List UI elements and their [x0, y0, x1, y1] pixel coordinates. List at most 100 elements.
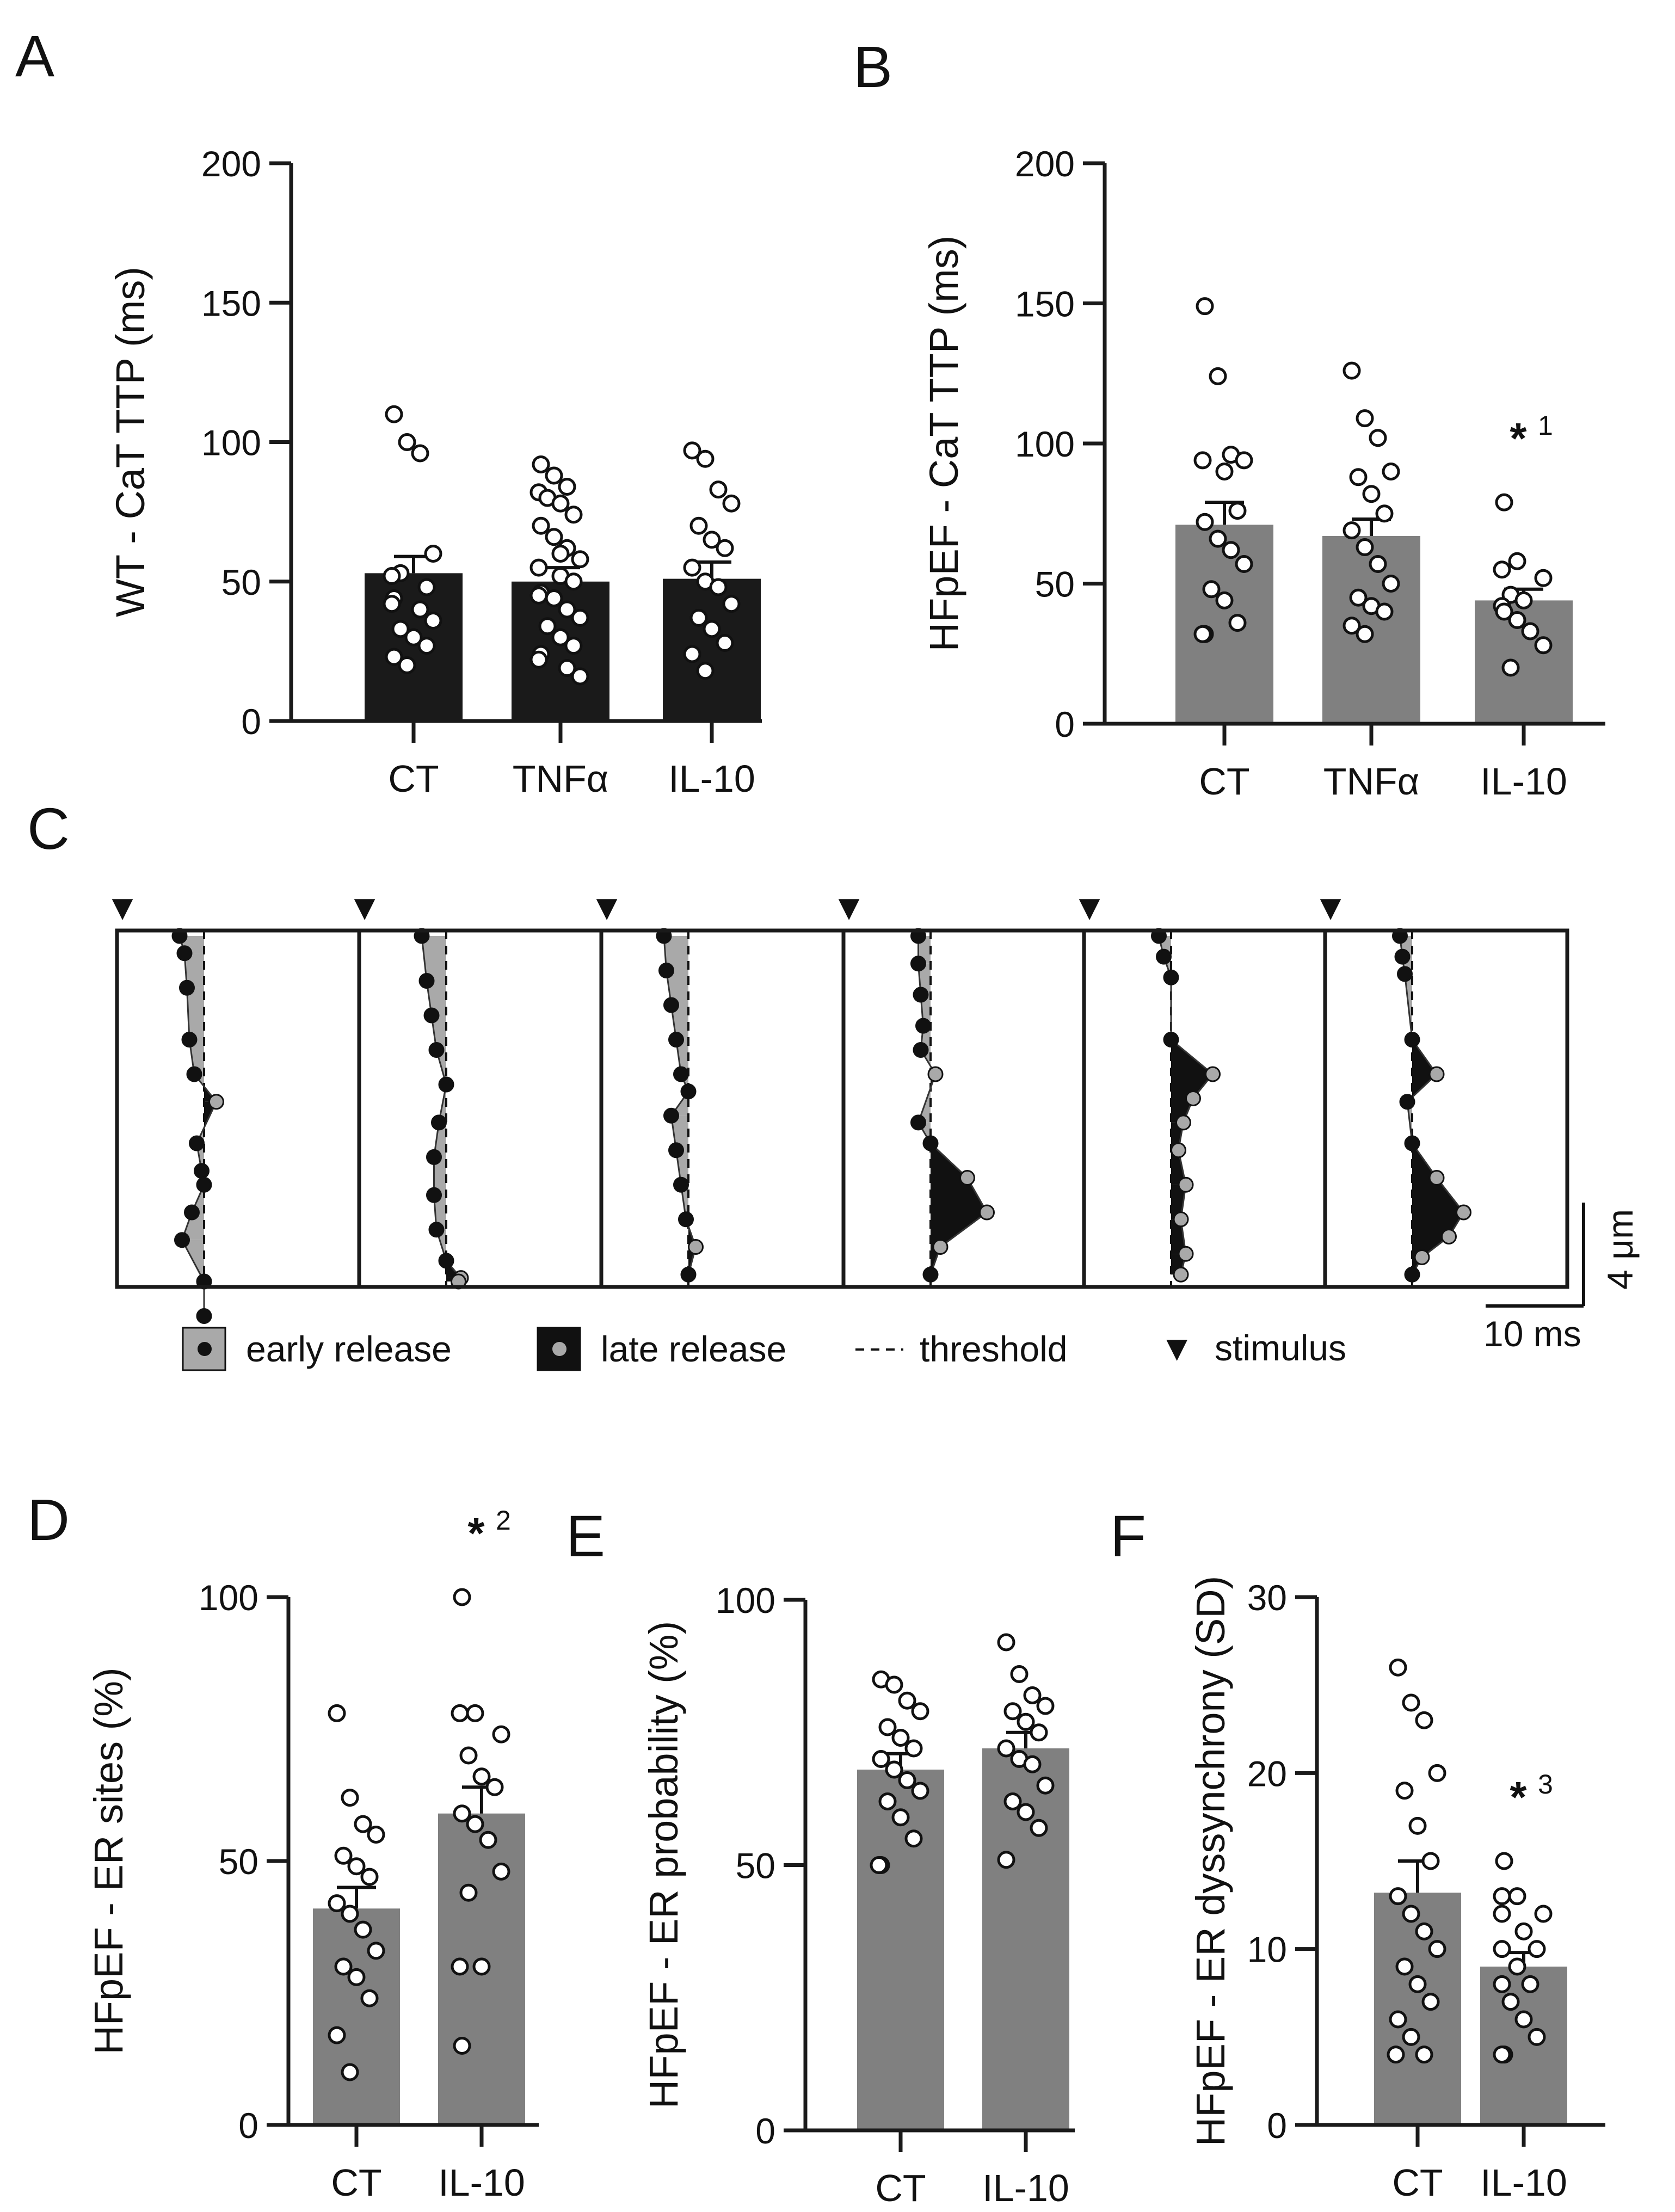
data-point-f: [1493, 2045, 1511, 2064]
data-point-b: [1495, 602, 1513, 621]
data-point-b: [1382, 575, 1400, 593]
late-release-dot: [1178, 1176, 1194, 1193]
data-point-f: [1408, 1975, 1427, 1993]
scale-bar-x-label: 10 ms: [1483, 1314, 1581, 1354]
late-release-dot: [1173, 1211, 1189, 1228]
bar-a-2: [663, 578, 761, 721]
stimulus-marker: ▼: [1071, 887, 1107, 927]
early-release-dot: [673, 1176, 689, 1193]
data-point-a: [383, 595, 401, 613]
y-tick-label-f: 0: [1267, 2105, 1287, 2146]
data-point-b: [1356, 409, 1374, 428]
early-release-dot: [680, 1266, 697, 1283]
early-release-dot: [186, 1066, 202, 1082]
data-point-a: [411, 600, 429, 619]
data-point-b: [1369, 554, 1387, 573]
y-tick-label-e: 50: [736, 1846, 775, 1886]
data-point-f: [1493, 1940, 1511, 1958]
data-point-a: [689, 608, 708, 627]
data-point-b: [1202, 580, 1221, 599]
category-label-a: TNFα: [513, 757, 609, 800]
data-point-b: [1193, 451, 1212, 470]
data-point-b: [1235, 451, 1253, 470]
data-point-a: [722, 494, 741, 513]
early-release-dot: [174, 1232, 190, 1248]
release-area: [666, 970, 688, 1005]
release-area: [434, 1157, 446, 1196]
scale-bar: 10 ms 4 μm: [1483, 1203, 1640, 1354]
data-point-f: [1493, 1975, 1511, 1993]
early-release-dot: [910, 956, 926, 972]
release-area: [931, 1178, 987, 1212]
significance-star-f: *: [1510, 1773, 1527, 1821]
data-point-d: [341, 2063, 359, 2081]
data-point-d: [479, 1831, 497, 1849]
data-point-a: [411, 444, 429, 463]
data-point-f: [1402, 2028, 1420, 2046]
late-release-dot: [1178, 1246, 1194, 1262]
early-release-dot: [1163, 969, 1179, 985]
data-point-a: [398, 656, 416, 674]
stimulus-marker: ▼: [1313, 887, 1348, 927]
data-point-a: [529, 586, 548, 605]
early-release-dot: [176, 945, 193, 962]
category-label-b: CT: [1199, 760, 1249, 803]
data-point-b: [1343, 617, 1361, 635]
significance-superscript-f: 3: [1538, 1769, 1553, 1800]
data-point-e: [1003, 1792, 1022, 1810]
y-axis-title-b: HFpEF - CaT TTP (ms): [921, 236, 966, 652]
category-label-d: CT: [331, 2161, 381, 2204]
early-release-dot: [1399, 1094, 1415, 1110]
data-point-e: [1023, 1686, 1042, 1704]
release-area: [1412, 1178, 1464, 1212]
data-point-b: [1508, 611, 1526, 629]
data-point-e: [1010, 1665, 1029, 1683]
data-point-b: [1349, 588, 1368, 607]
y-tick-label-a: 150: [201, 283, 261, 323]
late-release-dot: [927, 1066, 944, 1082]
data-point-d: [453, 2037, 471, 2055]
data-point-a: [716, 539, 734, 557]
data-point-e: [1030, 1819, 1048, 1837]
data-point-f: [1428, 1764, 1446, 1782]
late-release-dot: [1414, 1249, 1430, 1266]
late-release-dot: [1428, 1066, 1445, 1082]
data-point-f: [1402, 1693, 1420, 1712]
early-release-dot: [438, 1076, 454, 1093]
legend-early-dot: [198, 1342, 212, 1356]
release-area: [1171, 1074, 1213, 1099]
data-point-d: [347, 1857, 366, 1876]
data-point-e: [904, 1829, 923, 1848]
data-point-f: [1514, 2010, 1533, 2029]
data-point-b: [1534, 569, 1553, 587]
data-point-a: [564, 506, 583, 524]
category-label-b: TNFα: [1323, 760, 1420, 803]
y-axis-title-d: HFpEF - ER sites (%): [86, 1667, 131, 2054]
chart-a: 0 50 100 150 200 CT TNFα IL-10 WT - CaT TTP (ms): [108, 144, 762, 800]
data-point-d: [341, 1905, 359, 1923]
data-point-a: [383, 567, 401, 585]
data-point-e: [997, 1633, 1015, 1652]
data-point-d: [360, 1868, 379, 1886]
data-point-e: [1017, 1712, 1035, 1731]
legend: early release late release threshold ▼ s…: [182, 1327, 1346, 1371]
data-point-b: [1356, 538, 1374, 557]
stimulus-marker: ▼: [347, 887, 382, 927]
data-point-b: [1521, 622, 1539, 640]
category-label-d: IL-10: [438, 2161, 525, 2204]
data-point-d: [466, 1815, 484, 1833]
data-point-a: [558, 600, 576, 619]
data-point-f: [1493, 1905, 1511, 1923]
scale-bar-y-label: 4 μm: [1600, 1209, 1640, 1290]
data-point-d: [354, 1815, 372, 1833]
early-release-dot: [922, 1266, 939, 1283]
early-release-dot: [196, 1176, 212, 1193]
legend-stimulus-label: stimulus: [1215, 1328, 1346, 1368]
data-point-a: [545, 528, 563, 546]
bar-d-0: [313, 1908, 400, 2125]
data-point-d: [459, 1883, 478, 1902]
panel-label-b: B: [853, 34, 892, 100]
data-point-b: [1235, 554, 1253, 573]
data-point-f: [1514, 1922, 1533, 1940]
data-point-b: [1222, 541, 1240, 559]
